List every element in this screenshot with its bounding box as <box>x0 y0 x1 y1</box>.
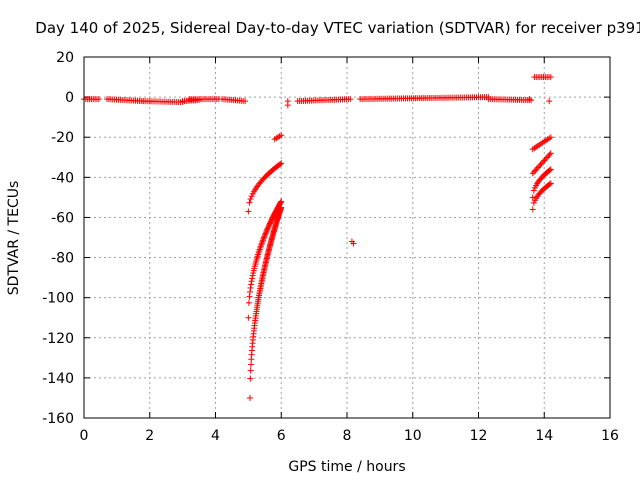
data-point <box>245 208 252 215</box>
data-point <box>246 199 253 206</box>
data-point <box>263 227 270 234</box>
data-point <box>538 160 545 167</box>
x-tick-label: 10 <box>404 428 422 444</box>
data-point <box>546 98 553 105</box>
data-point <box>547 150 554 157</box>
data-point <box>532 167 539 174</box>
data-point <box>259 237 266 244</box>
data-point <box>247 367 254 374</box>
x-tick-label: 12 <box>470 428 488 444</box>
y-tick-label: -20 <box>51 130 74 146</box>
x-tick-label: 4 <box>211 428 220 444</box>
data-point <box>261 233 268 240</box>
x-tick-label: 14 <box>535 428 553 444</box>
data-point <box>350 240 357 247</box>
y-tick-label: 20 <box>56 50 74 66</box>
data-point <box>542 155 549 162</box>
data-point <box>533 166 540 173</box>
data-point <box>247 375 254 382</box>
data-point <box>547 74 554 81</box>
data-point <box>284 102 291 109</box>
x-tick-label: 0 <box>80 428 89 444</box>
data-point <box>277 161 284 168</box>
data-point <box>536 163 543 170</box>
grid-lines <box>84 57 610 418</box>
data-point <box>531 168 538 175</box>
data-point <box>529 170 536 177</box>
x-tick-label: 6 <box>277 428 286 444</box>
data-point <box>245 299 252 306</box>
axis-ticks: 0 2 4 6 8 10 12 14 16 -160 -140 -120 -100 -80 -60 -40 -2… <box>42 50 619 444</box>
data-point <box>248 281 255 288</box>
plot-frame <box>83 56 611 419</box>
data-point <box>262 230 269 237</box>
data-point <box>543 154 550 161</box>
y-axis-label: SDTVAR / TECUs <box>6 181 22 296</box>
data-point <box>540 158 547 165</box>
y-tick-label: -100 <box>42 291 74 307</box>
data-point <box>545 153 552 160</box>
data-point <box>246 293 253 300</box>
data-point <box>260 235 267 242</box>
data-point <box>262 231 269 238</box>
data-point <box>530 199 537 206</box>
data-point <box>278 204 285 211</box>
data-point <box>247 394 254 401</box>
data-point <box>546 181 553 188</box>
y-tick-label: -80 <box>51 251 74 267</box>
data-point <box>248 278 255 285</box>
data-point <box>242 98 249 105</box>
data-points <box>81 74 554 401</box>
data-point <box>259 238 266 245</box>
data-point <box>278 132 285 139</box>
chart-title: Day 140 of 2025, Sidereal Day-to-day VTE… <box>35 19 640 37</box>
x-tick-label: 8 <box>343 428 352 444</box>
y-tick-label: -120 <box>42 331 74 347</box>
data-point <box>547 134 554 141</box>
data-point <box>249 272 256 279</box>
data-point <box>247 361 254 368</box>
data-point <box>261 234 268 241</box>
y-tick-label: -40 <box>51 170 74 186</box>
x-tick-label: 2 <box>145 428 154 444</box>
y-tick-label: -160 <box>42 411 74 427</box>
data-point <box>277 199 284 206</box>
data-point <box>245 314 252 321</box>
x-axis-label: GPS time / hours <box>288 459 405 475</box>
data-point <box>529 206 536 213</box>
data-point <box>547 180 554 187</box>
data-point <box>247 195 254 202</box>
data-point <box>534 164 541 171</box>
data-point <box>258 240 265 247</box>
data-point <box>546 167 553 174</box>
data-point <box>537 161 544 168</box>
data-point <box>246 288 253 295</box>
data-point <box>95 96 102 103</box>
y-tick-label: 0 <box>65 90 74 106</box>
y-tick-label: -60 <box>51 210 74 226</box>
data-point <box>263 229 270 236</box>
data-point <box>249 275 256 282</box>
data-point <box>347 96 354 103</box>
data-point <box>278 198 285 205</box>
data-point <box>546 151 553 158</box>
data-point <box>526 96 533 103</box>
data-point <box>530 187 537 194</box>
data-point <box>547 166 554 173</box>
x-tick-label: 16 <box>601 428 619 444</box>
data-point <box>278 160 285 167</box>
data-point <box>541 157 548 164</box>
y-tick-label: -140 <box>42 371 74 387</box>
data-point <box>247 284 254 291</box>
